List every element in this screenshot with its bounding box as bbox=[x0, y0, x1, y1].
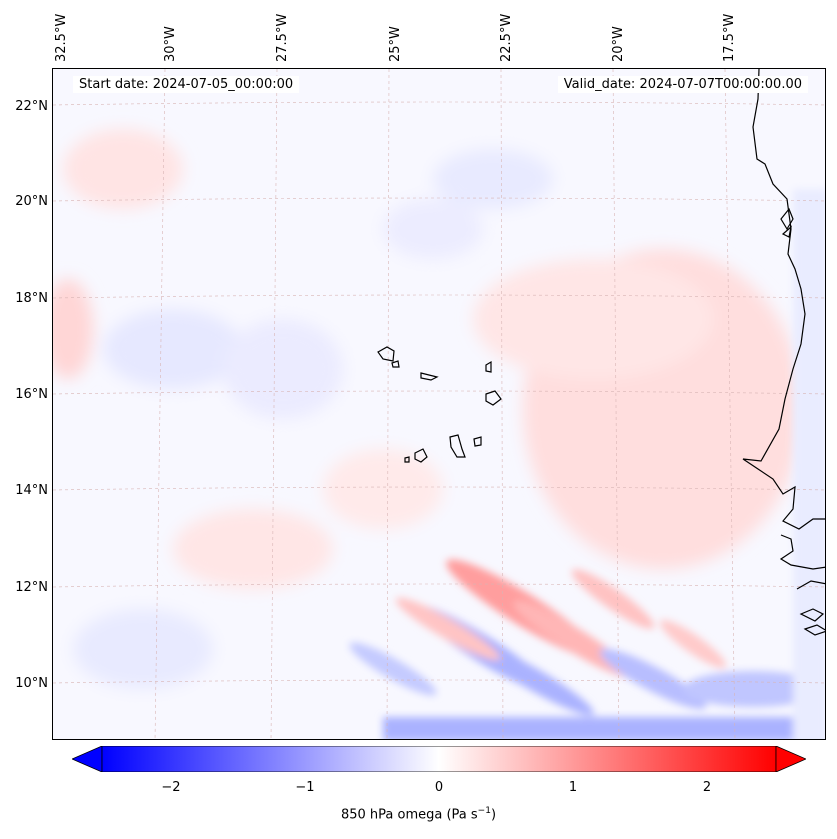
lon-label-17-5w: 17.5°W bbox=[722, 13, 737, 62]
lat-label-20n: 20°N bbox=[15, 194, 48, 209]
colorbar-label: 850 hPa omega (Pa s−1) bbox=[0, 806, 837, 822]
island-canary-2 bbox=[781, 225, 792, 238]
coast-segment-3 bbox=[796, 580, 825, 590]
island-sao-vicente bbox=[391, 360, 400, 368]
valid-date-label: Valid_date: 2024-07-07T00:00:00.00 bbox=[557, 76, 808, 93]
lat-label-16n: 16°N bbox=[15, 387, 48, 402]
colorbar-tick-1: 1 bbox=[568, 780, 578, 795]
coast-segment-2 bbox=[779, 534, 825, 570]
island-bissagos bbox=[799, 608, 825, 622]
island-santo-antao bbox=[377, 346, 395, 362]
lat-label-22n: 22°N bbox=[15, 99, 48, 114]
colorbar-tick-neg2: −2 bbox=[161, 780, 181, 795]
map-panel bbox=[52, 68, 826, 740]
coastlines bbox=[377, 69, 825, 636]
start-date-label: Start date: 2024-07-05_00:00:00 bbox=[73, 76, 300, 93]
lon-label-22-5w: 22.5°W bbox=[499, 13, 514, 62]
colorbar-tick-neg1: −1 bbox=[295, 780, 315, 795]
field-bands bbox=[349, 189, 825, 739]
island-fogo bbox=[414, 448, 428, 463]
graticule bbox=[53, 69, 825, 739]
lon-label-20w: 20°W bbox=[611, 26, 626, 62]
colorbar-body bbox=[101, 746, 777, 772]
colorbar bbox=[72, 746, 806, 772]
colorbar-label-close: ) bbox=[490, 807, 497, 823]
island-brava bbox=[404, 456, 410, 463]
lon-label-30w: 30°W bbox=[163, 26, 178, 62]
omega-field bbox=[53, 69, 825, 739]
lon-label-32-5w: 32.5°W bbox=[54, 13, 69, 62]
island-maio bbox=[473, 436, 482, 447]
field-broad bbox=[53, 129, 803, 689]
lat-label-18n: 18°N bbox=[15, 291, 48, 306]
island-santiago bbox=[449, 434, 466, 458]
lat-label-10n: 10°N bbox=[15, 676, 48, 691]
lon-label-27-5w: 27.5°W bbox=[275, 13, 290, 62]
lat-label-14n: 14°N bbox=[15, 483, 48, 498]
island-bissagos-2 bbox=[803, 624, 825, 636]
colorbar-extend-high bbox=[775, 746, 806, 772]
colorbar-tick-2: 2 bbox=[702, 780, 712, 795]
colorbar-tick-0: 0 bbox=[434, 780, 444, 795]
island-canary-1 bbox=[780, 207, 794, 231]
island-sao-nicolau bbox=[420, 372, 439, 381]
colorbar-label-text: 850 hPa omega (Pa s bbox=[340, 807, 478, 823]
island-sal bbox=[485, 360, 492, 373]
colorbar-extend-low bbox=[72, 746, 103, 772]
island-boa-vista bbox=[485, 390, 502, 406]
lon-label-25w: 25°W bbox=[388, 26, 403, 62]
colorbar-label-exponent: −1 bbox=[477, 806, 491, 816]
lat-label-12n: 12°N bbox=[15, 580, 48, 595]
africa-coastline bbox=[742, 69, 825, 530]
